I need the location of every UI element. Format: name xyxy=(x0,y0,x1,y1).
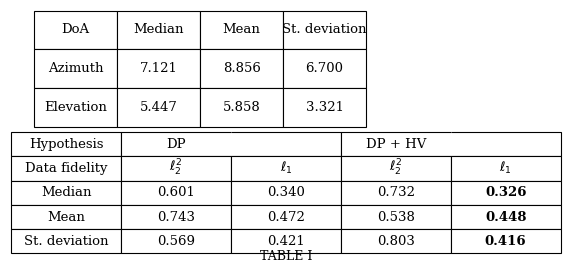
Text: TABLE I: TABLE I xyxy=(260,250,312,263)
